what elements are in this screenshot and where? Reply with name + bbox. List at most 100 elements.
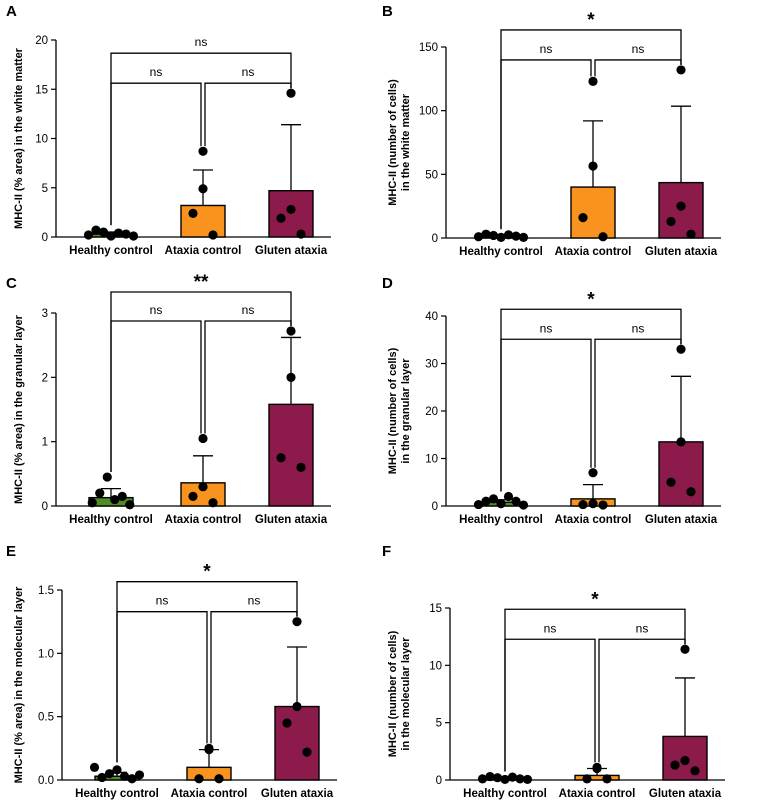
data-point [503,230,514,240]
category-label: Gluten ataxia [255,514,328,526]
significance-bracket [116,581,298,763]
data-point [488,494,499,504]
data-point [522,774,533,785]
data-point [481,229,491,239]
y-tick-label: 3 [42,308,48,320]
data-point [117,491,127,501]
data-point [666,477,676,487]
y-axis-label: MHC-II (number of cells) [387,630,399,757]
significance-bracket [110,82,202,226]
category-label: Ataxia control [165,245,242,257]
data-point [208,230,218,240]
y-tick-label: 40 [425,311,438,323]
data-point [602,774,612,784]
data-point [507,772,518,782]
category-label: Ataxia control [171,788,248,800]
significance-label: ns [195,35,208,49]
significance-bracket [110,291,292,473]
category-label: Healthy control [459,246,543,258]
data-point [481,496,491,506]
category-label: Gluten ataxia [255,245,328,257]
y-axis-label: MHC-II (% area) in the white matter [13,47,25,229]
category-label: Ataxia control [555,514,632,526]
y-axis-label: in the molecular layer [400,637,412,751]
category-label: Gluten ataxia [649,788,722,800]
significance-bracket [500,308,682,492]
panel-letter: E [6,543,16,560]
y-tick-label: 5 [42,183,48,195]
significance-bracket [504,608,686,772]
significance-bracket [594,59,682,77]
data-point [511,496,521,506]
y-axis-label: in the granular layer [400,358,412,464]
data-point [214,774,224,784]
y-tick-label: 5 [436,718,442,730]
category-label: Healthy control [75,788,159,800]
category-label: Gluten ataxia [645,514,718,526]
data-point [276,453,286,463]
data-point [477,774,488,784]
data-point [113,228,124,238]
data-point [198,482,208,492]
data-point [119,771,130,781]
data-point [110,494,120,505]
data-point [598,232,608,242]
data-point [686,487,696,497]
significance-bracket [204,82,292,147]
significance-label: ns [156,594,169,608]
data-point [515,774,525,784]
data-point [296,229,306,239]
bar-gluten-ataxia [274,705,320,781]
data-point [302,747,312,757]
y-tick-label: 15 [429,603,442,615]
data-point [676,65,686,75]
significance-label: ns [540,321,553,335]
data-point [690,766,700,776]
panel-letter: D [382,275,393,292]
y-tick-label: 2 [42,372,48,384]
data-point [582,774,592,784]
y-axis-label: MHC-II (number of cells) [387,79,399,206]
data-point [198,433,208,444]
data-point [286,326,296,336]
significance-label: * [587,289,595,310]
significance-label: * [203,562,211,583]
significance-label: * [587,10,595,31]
significance-label: ns [150,65,163,79]
data-point [208,498,218,508]
data-point [503,491,514,502]
data-point [188,208,198,218]
significance-label: ns [632,321,645,335]
data-point [686,229,696,239]
data-point [680,755,690,766]
y-tick-label: 1 [42,437,48,449]
y-tick-label: 20 [35,35,48,47]
data-point [97,772,107,783]
data-point [121,229,131,239]
category-label: Healthy control [69,245,153,257]
significance-label: ns [242,65,255,79]
y-tick-label: 50 [425,169,438,181]
data-point [296,462,306,472]
data-point [676,344,686,354]
y-tick-label: 0 [42,501,48,513]
data-point [485,771,495,782]
data-point [598,500,608,510]
significance-bracket [500,29,682,230]
y-tick-label: 20 [425,406,438,418]
data-point [104,769,115,779]
bar-ataxia-control [180,204,226,238]
data-point [588,76,598,86]
data-point [276,213,286,223]
category-label: Ataxia control [165,514,242,526]
data-point [198,184,208,194]
y-tick-label: 100 [419,106,438,118]
data-point [680,644,690,654]
significance-label: ** [194,272,209,293]
significance-label: ns [544,621,557,635]
data-point [204,745,214,755]
panel-letter: B [382,3,393,20]
data-point [91,225,101,235]
data-point [134,770,145,780]
